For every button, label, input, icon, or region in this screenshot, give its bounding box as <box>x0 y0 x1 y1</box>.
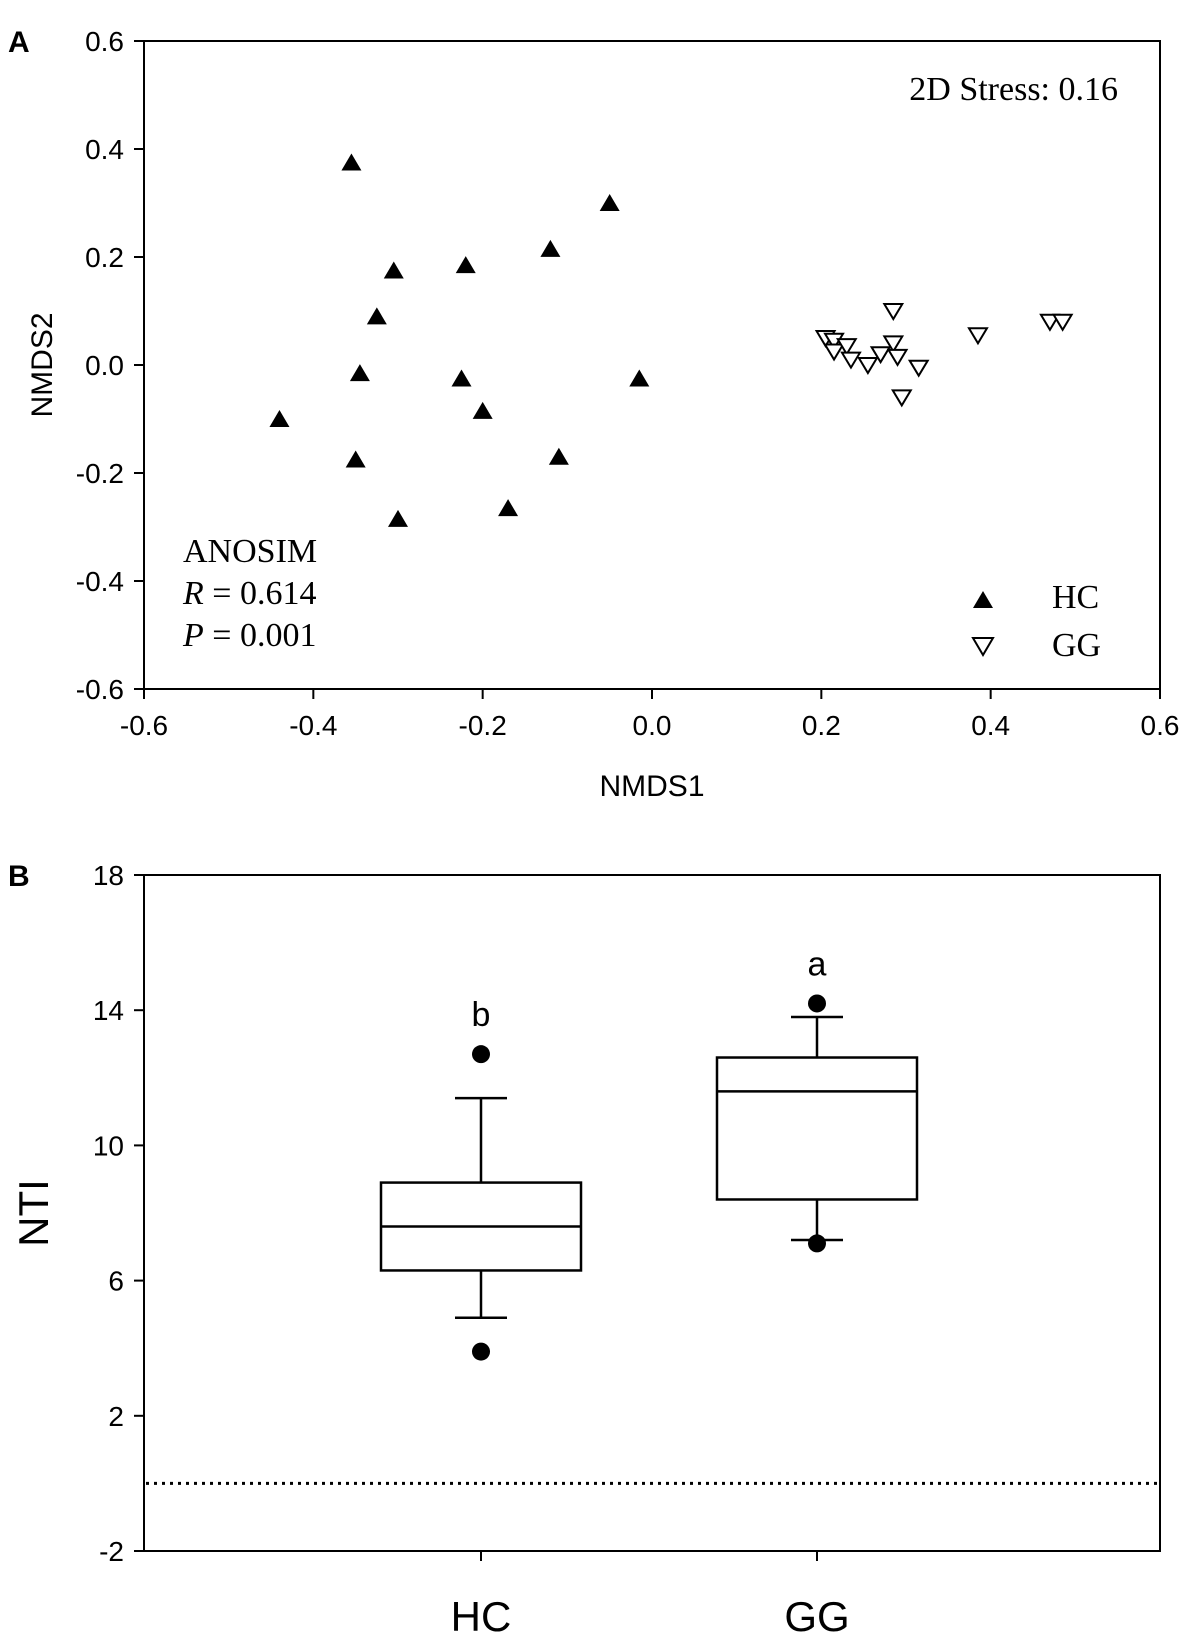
point-hc <box>498 499 519 517</box>
point-gg <box>857 357 879 375</box>
point-gg <box>882 335 905 354</box>
anosim-title: ANOSIM <box>183 533 317 570</box>
legend-label-gg: GG <box>1052 627 1101 664</box>
legend: HC GG <box>971 579 1101 664</box>
legend-marker-gg <box>971 637 995 657</box>
point-hc <box>548 447 569 465</box>
box-gg: a <box>715 945 919 1253</box>
outlier-point <box>472 1045 490 1064</box>
point-hc <box>388 509 408 527</box>
anosim-p: P = 0.001 <box>182 617 316 654</box>
box-iqr <box>715 1056 919 1201</box>
point-hc <box>345 450 366 468</box>
x-tick-label: -0.4 <box>289 710 337 741</box>
panel-a: A -0.6 -0.4 -0.2 0.0 0.2 0.4 0.6 -0.6 -0.4 -0.2 0… <box>8 26 1179 803</box>
x-tick-label: -0.6 <box>120 710 168 741</box>
x-tick-label: 0.4 <box>971 710 1010 741</box>
point-hc <box>269 410 290 427</box>
point-hc <box>341 153 362 171</box>
anosim-r: R = 0.614 <box>182 575 316 612</box>
point-hc <box>599 194 620 211</box>
box-plots: ba <box>379 945 919 1361</box>
y-tick-label: 0.6 <box>85 26 124 57</box>
point-gg <box>835 338 858 357</box>
point-hc <box>455 256 476 274</box>
point-hc <box>629 369 650 387</box>
point-gg <box>967 327 989 346</box>
x-tick-label: -0.2 <box>459 710 507 741</box>
anosim-r-label: R <box>182 575 204 612</box>
outlier-point <box>808 994 826 1013</box>
y-tick-label: -0.2 <box>76 458 124 489</box>
y-tick-label: 14 <box>93 995 124 1026</box>
x-tick-label: 0.6 <box>1141 710 1180 741</box>
point-gg <box>1051 313 1074 332</box>
point-gg <box>891 389 913 408</box>
y-tick-label: 0.4 <box>85 134 124 165</box>
point-gg <box>823 343 845 362</box>
x-tick-label: GG <box>784 1593 849 1640</box>
anosim-annotation: ANOSIM R = 0.614 P = 0.001 <box>182 533 317 654</box>
scatter-points <box>269 153 1074 527</box>
y-tick-label: -0.4 <box>76 566 124 597</box>
significance-letter: b <box>472 996 491 1034</box>
anosim-r-value: = 0.614 <box>212 575 316 612</box>
significance-letter: a <box>808 945 827 983</box>
y-tick-label: 0.2 <box>85 242 124 273</box>
point-gg <box>882 303 905 321</box>
y-tick-label: 18 <box>93 860 124 891</box>
panel-b-y-axis-label: NTI <box>10 1179 57 1247</box>
y-tick-label: 10 <box>93 1130 124 1161</box>
y-tick-label: -0.6 <box>76 674 124 705</box>
point-gg <box>886 348 909 367</box>
panel-a-y-axis-label: NMDS2 <box>26 312 59 417</box>
y-tick-label: 2 <box>108 1401 124 1432</box>
x-tick-label: 0.2 <box>802 710 841 741</box>
panel-b-label: B <box>8 860 30 893</box>
point-gg <box>869 346 892 365</box>
panel-a-x-axis-label: NMDS1 <box>599 770 704 803</box>
box-hc: b <box>379 996 583 1361</box>
y-tick-label: 0.0 <box>85 350 124 381</box>
y-tick-label: -2 <box>99 1536 124 1567</box>
point-gg <box>840 351 862 370</box>
point-gg <box>907 359 930 378</box>
x-tick-label: HC <box>451 1593 512 1640</box>
panel-b-x-axis: HC GG <box>451 1551 850 1640</box>
point-hc <box>383 261 404 279</box>
y-tick-label: 6 <box>108 1266 124 1297</box>
anosim-p-label: P <box>182 617 204 654</box>
outlier-point <box>472 1342 490 1361</box>
panel-a-y-axis: -0.6 -0.4 -0.2 0.0 0.2 0.4 0.6 <box>76 26 144 705</box>
panel-a-label: A <box>8 26 30 59</box>
point-hc <box>472 401 493 419</box>
legend-marker-hc <box>973 591 993 608</box>
point-hc <box>349 364 370 382</box>
panel-a-x-axis: -0.6 -0.4 -0.2 0.0 0.2 0.4 0.6 <box>120 689 1180 741</box>
panel-b-y-axis: -2 2 6 10 14 18 <box>93 860 144 1567</box>
anosim-p-value: = 0.001 <box>212 617 316 654</box>
x-tick-label: 0.0 <box>633 710 672 741</box>
outlier-point <box>808 1234 826 1253</box>
stress-annotation: 2D Stress: 0.16 <box>909 71 1118 108</box>
legend-label-hc: HC <box>1052 579 1099 616</box>
point-hc <box>366 307 387 325</box>
point-hc <box>451 369 472 387</box>
point-gg <box>1039 313 1061 332</box>
panel-b-frame <box>143 874 1161 1552</box>
point-hc <box>540 239 561 257</box>
